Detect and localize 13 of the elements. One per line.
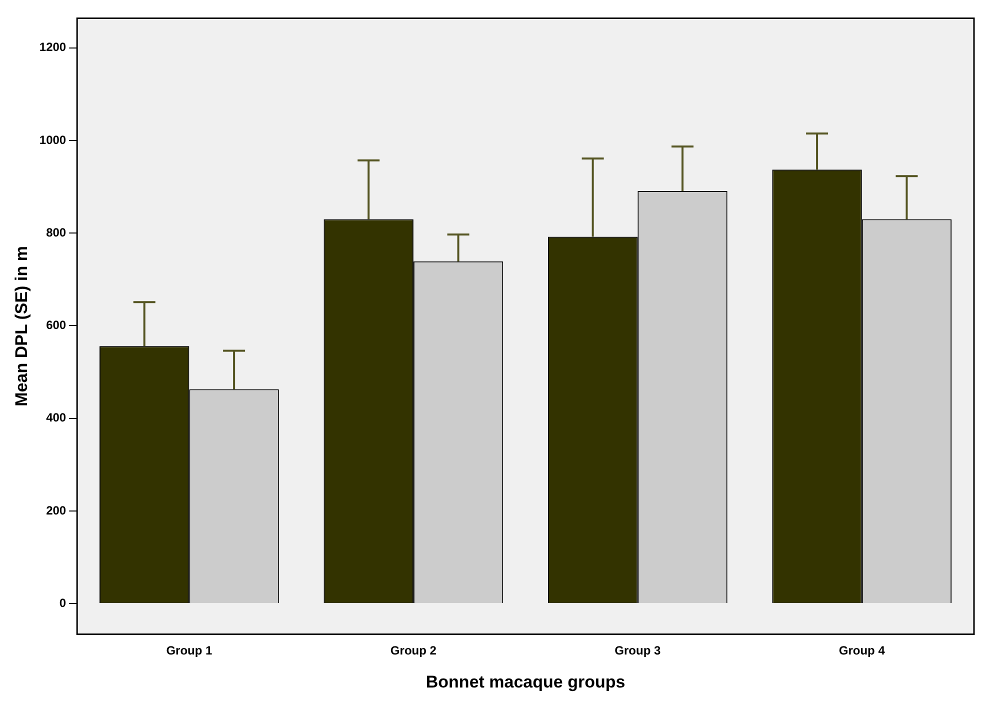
y-tick-label: 600: [46, 318, 66, 332]
x-tick-label: Group 3: [614, 644, 661, 658]
y-tick-label: 200: [46, 503, 66, 518]
y-tick-label: 400: [46, 410, 66, 425]
x-tick-label: Group 1: [166, 644, 213, 658]
y-tick-label: 800: [46, 225, 66, 240]
y-axis-title: Mean DPL (SE) in m: [12, 246, 31, 406]
x-tick-label: Group 2: [390, 644, 437, 658]
y-tick-label: 0: [59, 596, 66, 610]
x-axis-title: Bonnet macaque groups: [426, 672, 626, 692]
x-tick-label: Group 4: [838, 644, 886, 658]
y-tick-label: 1200: [39, 40, 66, 54]
y-tick-label: 1000: [39, 132, 66, 147]
